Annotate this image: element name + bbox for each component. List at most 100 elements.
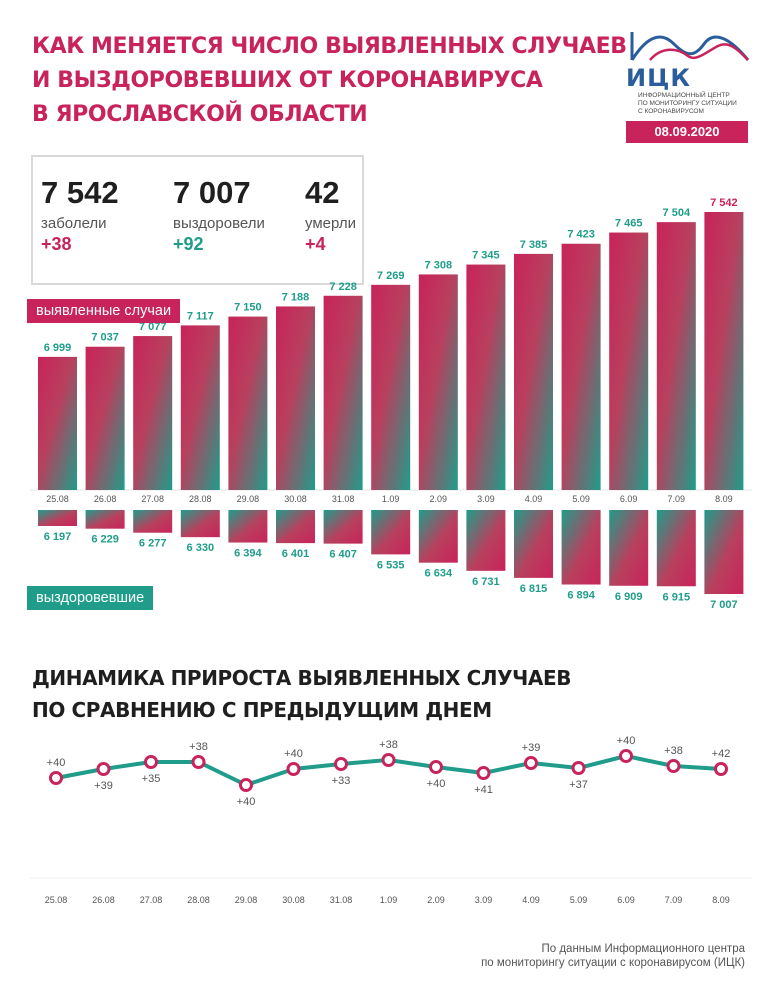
cases-bar [38, 356, 77, 490]
growth-point [714, 762, 728, 776]
cases-bar [418, 274, 458, 490]
growth-value-label: +40 [427, 778, 446, 790]
logo-wave-icon [630, 32, 750, 61]
date-tick-label: 29.08 [235, 895, 258, 905]
recovered-bar [276, 510, 315, 544]
date-tick-label: 26.08 [92, 895, 115, 905]
cases-value-label: 7 542 [710, 197, 738, 209]
legend-recovered: выздоровевшие [27, 586, 154, 610]
growth-point [619, 749, 633, 763]
date-tick-label: 27.08 [140, 895, 163, 905]
logo-subtitle-line: ИНФОРМАЦИОННЫЙ ЦЕНТР [638, 92, 730, 99]
recovered-bar [85, 510, 125, 529]
growth-point [49, 771, 63, 785]
cases-value-label: 7 117 [187, 310, 214, 322]
logo-subtitle-line: С КОРОНАВИРУСОМ [638, 108, 704, 115]
stats-summary: 7 542 заболели +38 7 007 выздоровели +92… [31, 155, 364, 285]
cases-bar [276, 306, 315, 490]
logo-subtitle: ИНФОРМАЦИОННЫЙ ЦЕНТР ПО МОНИТОРИНГУ СИТУ… [638, 92, 748, 116]
recovered-value-label: 6 894 [567, 590, 595, 602]
title-line: В ЯРОСЛАВСКОЙ ОБЛАСТИ [32, 102, 368, 127]
page-title: КАК МЕНЯЕТСЯ ЧИСЛО ВЫЯВЛЕННЫХ СЛУЧАЕВ И … [32, 30, 627, 132]
cases-recovered-bar-chart: 6 999 25.08 6 197 7 037 26.08 6 229 7 077 27.08… [30, 197, 752, 611]
recovered-value-label: 6 915 [663, 591, 691, 603]
growth-chart-title-line: ПО СРАВНЕНИЮ С ПРЕДЫДУЩИМ ДНЕМ [32, 698, 492, 722]
date-tick-label: 6.09 [617, 895, 635, 905]
growth-value-label: +37 [569, 779, 588, 791]
growth-point [429, 760, 443, 774]
growth-value-label: +38 [664, 745, 683, 757]
cases-value-label: 7 150 [234, 302, 262, 314]
recovered-bar [323, 510, 363, 544]
cases-value-label: 7 037 [91, 332, 119, 344]
growth-point [666, 759, 681, 773]
growth-point [476, 766, 491, 780]
cases-bar [85, 346, 125, 490]
stat-deaths-value: 42 [305, 175, 340, 210]
source-line: По данным Информационного центра [541, 943, 745, 955]
source-line: по мониторингу ситуации с коронавирусом … [481, 957, 745, 969]
growth-value-label: +38 [379, 739, 398, 751]
growth-value-label: +39 [522, 742, 541, 754]
recovered-value-label: 6 634 [425, 568, 453, 580]
cases-bar [180, 325, 220, 490]
recovered-value-label: 6 330 [187, 542, 215, 554]
cases-bar [228, 316, 268, 490]
date-tick-label: 26.08 [94, 494, 117, 504]
cases-bar [656, 222, 696, 491]
date-tick-label: 31.08 [330, 895, 353, 905]
date-tick-label: 3.09 [477, 494, 495, 504]
date-tick-label: 28.08 [189, 494, 212, 504]
date-tick-label: 25.08 [45, 895, 68, 905]
date-tick-label: 7.09 [668, 494, 686, 504]
recovered-value-label: 6 197 [44, 531, 72, 543]
cases-value-label: 7 269 [377, 270, 405, 282]
date-tick-label: 1.09 [380, 895, 398, 905]
stat-recovered-label: выздоровели [173, 215, 265, 232]
cases-bar [466, 264, 506, 490]
growth-value-label: +40 [47, 757, 66, 769]
cases-value-label: 7 465 [615, 218, 643, 230]
date-tick-label: 31.08 [332, 494, 355, 504]
stat-cases-delta: +38 [41, 234, 72, 254]
recovered-value-label: 7 007 [710, 599, 738, 611]
stat-deaths: 42 умерли +4 [305, 175, 356, 255]
date-tick-label: 30.08 [282, 895, 305, 905]
date-tick-label: 5.09 [570, 895, 588, 905]
stat-deaths-label: умерли [305, 215, 356, 232]
recovered-bar [609, 510, 649, 586]
growth-value-label: +33 [332, 775, 351, 787]
growth-point [334, 757, 348, 771]
growth-value-label: +35 [142, 773, 161, 785]
cases-value-label: 7 504 [663, 207, 691, 219]
date-tick-label: 29.08 [237, 494, 260, 504]
growth-point [524, 756, 538, 770]
recovered-value-label: 6 394 [234, 548, 262, 560]
source-note: По данным Информационного центра по мони… [481, 942, 745, 970]
cases-value-label: 7 188 [282, 291, 310, 303]
stat-cases-label: заболели [41, 215, 107, 232]
recovered-value-label: 6 401 [282, 548, 310, 560]
date-tick-label: 7.09 [665, 895, 683, 905]
date-tick-label: 5.09 [572, 494, 590, 504]
growth-point [286, 762, 301, 776]
cases-bar [561, 243, 601, 490]
growth-value-label: +38 [189, 741, 208, 753]
date-tick-label: 8.09 [712, 895, 730, 905]
cases-bar [323, 295, 363, 490]
recovered-bar [418, 510, 458, 563]
recovered-value-label: 6 535 [377, 559, 405, 571]
cases-bar [133, 336, 173, 490]
title-line: КАК МЕНЯЕТСЯ ЧИСЛО ВЫЯВЛЕННЫХ СЛУЧАЕВ [32, 34, 627, 59]
stat-recovered: 7 007 выздоровели +92 [173, 175, 265, 255]
recovered-bar [656, 510, 696, 587]
logo-name: ИЦК [626, 64, 691, 92]
cases-value-label: 7 308 [425, 259, 453, 271]
date-tick-label: 30.08 [284, 494, 307, 504]
recovered-value-label: 6 407 [329, 549, 357, 561]
growth-point [239, 778, 253, 792]
cases-value-label: 6 999 [44, 342, 72, 354]
growth-point [191, 755, 206, 769]
recovered-value-label: 6 815 [520, 583, 548, 595]
